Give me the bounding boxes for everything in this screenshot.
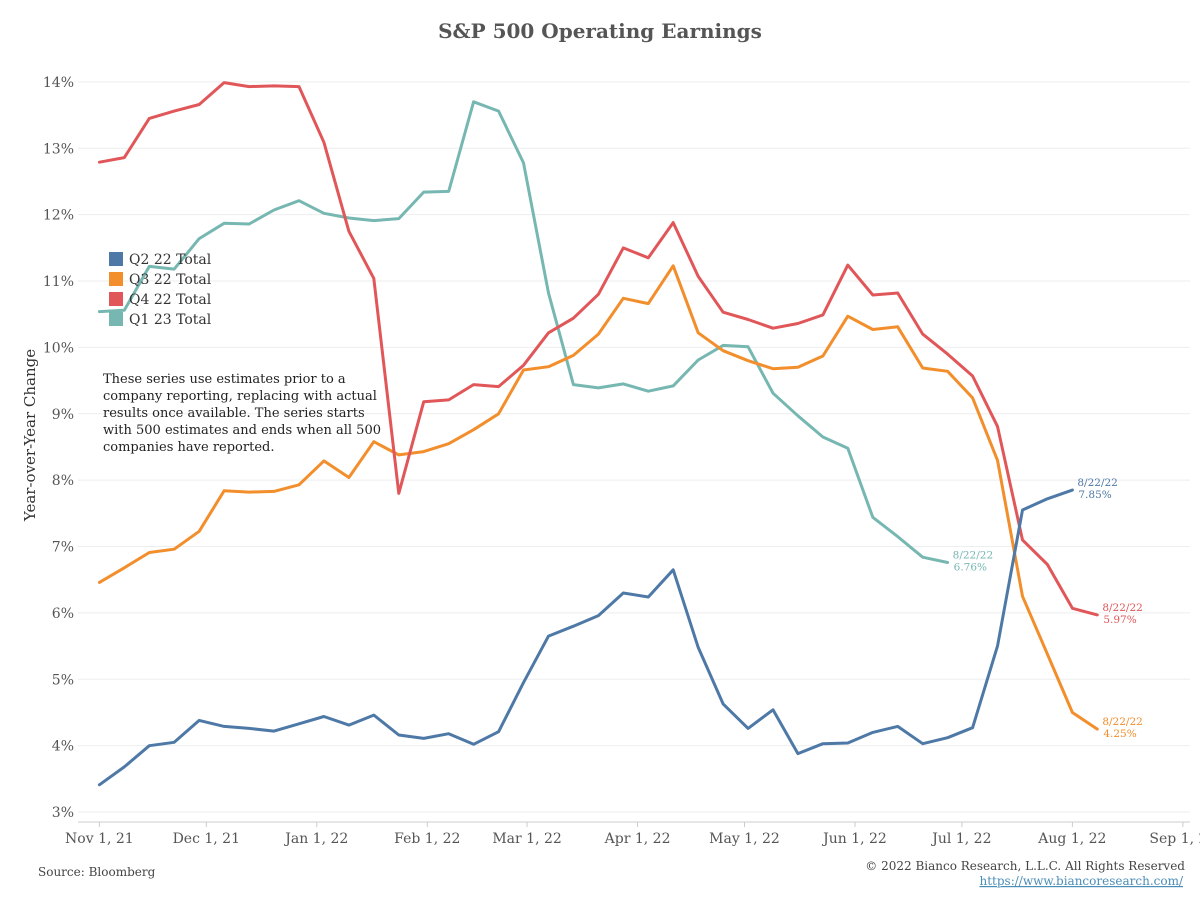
legend-swatch xyxy=(109,252,123,266)
end-label-value: 5.97% xyxy=(1103,614,1136,626)
x-tick-label: Aug 1, 22 xyxy=(1037,831,1106,847)
y-tick-label: 9% xyxy=(52,407,74,423)
series-line-q1-23-total xyxy=(97,100,950,564)
series-line-q4-22-total xyxy=(97,81,1099,617)
end-label-value: 6.76% xyxy=(954,561,987,573)
end-label-date: 8/22/22 xyxy=(953,549,993,561)
x-tick-label: Jan 1, 22 xyxy=(283,831,348,847)
series-lines xyxy=(97,81,1099,787)
legend-swatch xyxy=(109,312,123,326)
annotation-line: results once available. The series start… xyxy=(103,406,365,421)
end-label-date: 8/22/22 xyxy=(1102,716,1142,728)
annotation-note: These series use estimates prior to a com… xyxy=(103,372,381,455)
end-label-value: 7.85% xyxy=(1078,489,1111,501)
legend: Q2 22 Total Q3 22 Total Q4 22 Total Q1 23 T… xyxy=(109,252,212,328)
x-tick-label: Mar 1, 22 xyxy=(492,831,561,847)
y-tick-label: 13% xyxy=(43,141,74,157)
legend-label: Q1 23 Total xyxy=(129,312,212,328)
y-axis-label: Year-over-Year Change xyxy=(21,349,39,522)
y-tick-label: 3% xyxy=(52,805,74,821)
x-tick-label: Sep 1, 22 xyxy=(1149,831,1200,847)
legend-swatch xyxy=(109,292,123,306)
end-label-date: 8/22/22 xyxy=(1077,477,1117,489)
y-tick-label: 4% xyxy=(52,739,74,755)
legend-label: Q3 22 Total xyxy=(129,272,212,288)
end-labels: 8/22/226.76%8/22/224.25%8/22/225.97%8/22… xyxy=(953,477,1143,740)
y-tick-label: 11% xyxy=(43,274,74,290)
x-tick-label: Dec 1, 21 xyxy=(173,831,240,847)
annotation-line: companies have reported. xyxy=(103,440,274,455)
annotation-line: with 500 estimates and ends when all 500 xyxy=(103,423,381,438)
y-axis-ticks: 3% 4% 5% 6% 7% 8% 9% 10% 11% 12% 13% 14% xyxy=(43,75,74,821)
gridlines xyxy=(78,81,1190,823)
y-tick-label: 5% xyxy=(52,672,74,688)
y-tick-label: 7% xyxy=(52,540,74,556)
x-tick-label: May 1, 22 xyxy=(709,831,780,847)
chart-title: S&P 500 Operating Earnings xyxy=(438,19,762,43)
series-line-q2-22-total xyxy=(97,488,1074,787)
footer-link[interactable]: https://www.biancoresearch.com/ xyxy=(979,874,1183,888)
series-line-q3-22-total xyxy=(97,264,1099,731)
footer-copyright: © 2022 Bianco Research, L.L.C. All Right… xyxy=(865,859,1185,873)
y-tick-label: 14% xyxy=(43,75,74,91)
annotation-line: These series use estimates prior to a xyxy=(103,372,346,387)
x-tick-label: Jun 1, 22 xyxy=(821,831,887,847)
y-tick-label: 8% xyxy=(52,473,74,489)
legend-label: Q2 22 Total xyxy=(129,252,212,268)
footer-source: Source: Bloomberg xyxy=(38,865,156,879)
end-label-date: 8/22/22 xyxy=(1102,602,1142,614)
end-label-value: 4.25% xyxy=(1103,728,1136,740)
y-tick-label: 12% xyxy=(43,208,74,224)
annotation-line: company reporting, replacing with actual xyxy=(103,389,377,404)
x-tick-label: Nov 1, 21 xyxy=(65,831,134,847)
x-tick-label: Apr 1, 22 xyxy=(604,831,671,847)
y-tick-label: 10% xyxy=(43,340,74,356)
y-tick-label: 6% xyxy=(52,606,74,622)
x-tick-label: Feb 1, 22 xyxy=(394,831,460,847)
x-axis-ticks: Nov 1, 21 Dec 1, 21 Jan 1, 22 Feb 1, 22 Mar … xyxy=(65,822,1200,847)
legend-label: Q4 22 Total xyxy=(129,292,212,308)
legend-swatch xyxy=(109,272,123,286)
x-tick-label: Jul 1, 22 xyxy=(930,831,991,847)
